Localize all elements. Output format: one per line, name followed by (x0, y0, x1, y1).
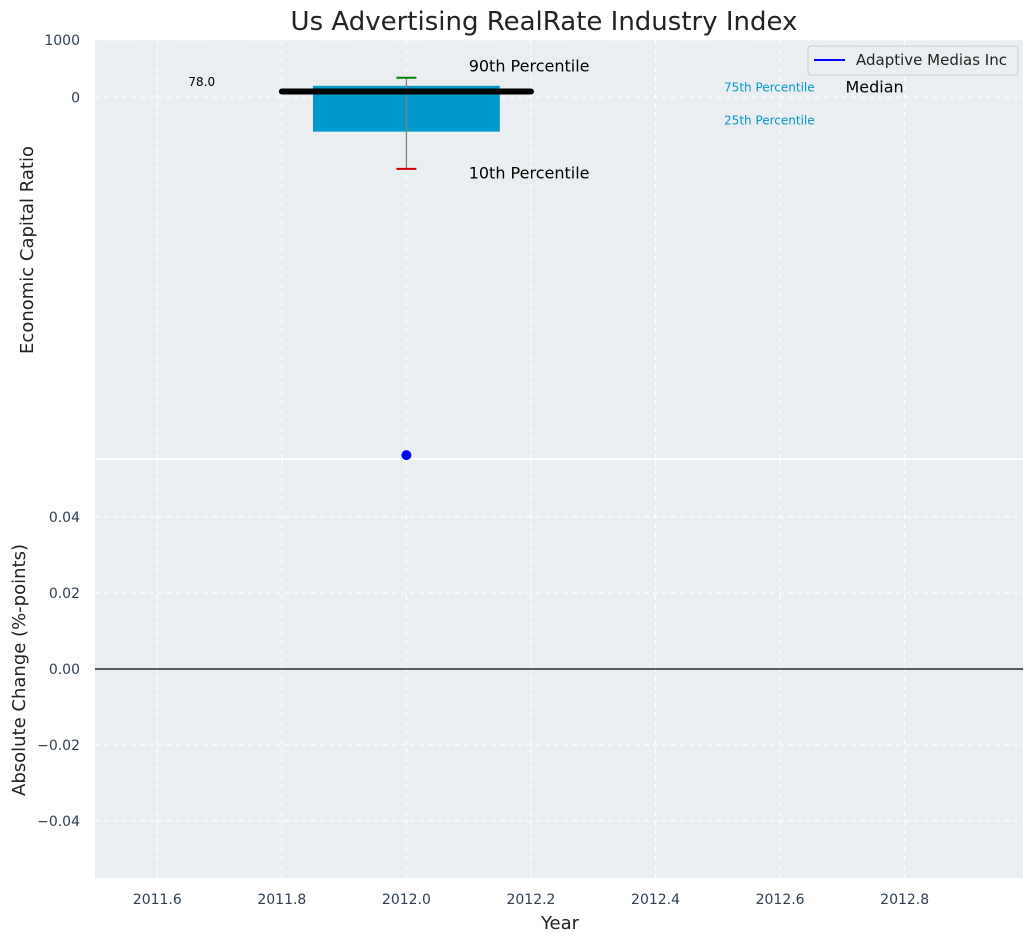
chart-title: Us Advertising RealRate Industry Index (291, 7, 798, 37)
bottom-y-tick-label: 0.00 (49, 662, 80, 678)
top-y-ticks: 1000 0 (44, 33, 80, 106)
x-tick-label: 2011.8 (257, 892, 306, 908)
x-axis-label: Year (540, 913, 580, 934)
bottom-y-tick-label: −0.04 (37, 814, 80, 830)
annotation-text: 25th Percentile (724, 114, 815, 128)
annotation-text: 75th Percentile (724, 81, 815, 95)
annotation-text: 10th Percentile (469, 164, 590, 183)
x-tick-label: 2012.0 (382, 892, 431, 908)
top-grid (95, 39, 1023, 458)
company-point (401, 450, 412, 461)
top-y-tick-label: 1000 (44, 33, 80, 49)
bottom-y-ticks: 0.04 0.02 0.00 −0.02 −0.04 (37, 510, 80, 830)
top-panel: 1000 0 Economic Capital Ratio 78.0 90th Pe… (17, 33, 1023, 458)
x-tick-label: 2012.2 (506, 892, 555, 908)
x-tick-label: 2011.6 (133, 892, 182, 908)
bottom-x-ticks: 2011.6 2011.8 2012.0 2012.2 2012.4 2012.6 2012… (133, 892, 929, 908)
bottom-panel: 0.04 0.02 0.00 −0.02 −0.04 2011.6 2011.8 2012.… (9, 460, 1023, 934)
legend-box (807, 45, 1019, 76)
top-annotations: 78.0 90th Percentile 10th Percentile 75th P… (188, 56, 903, 182)
annotation-text: 78.0 (188, 75, 215, 89)
x-tick-label: 2012.4 (631, 892, 680, 908)
bottom-y-tick-label: 0.02 (49, 586, 80, 602)
bottom-y-tick-label: −0.02 (37, 738, 80, 754)
point-layer (401, 450, 412, 461)
legend-label: Adaptive Medias Inc (856, 51, 1007, 69)
top-marks (278, 76, 534, 170)
annotation-text: 90th Percentile (469, 56, 590, 75)
x-tick-label: 2012.8 (880, 892, 929, 908)
bottom-y-tick-label: 0.04 (49, 510, 80, 526)
top-y-tick-label: 0 (71, 90, 80, 106)
top-y-axis-label: Economic Capital Ratio (17, 146, 38, 354)
x-tick-label: 2012.6 (756, 892, 805, 908)
top-plot-area (95, 40, 1023, 458)
annotation-text: Median (845, 78, 903, 97)
bottom-y-axis-label: Absolute Change (%-points) (9, 544, 30, 796)
legend: Adaptive Medias Inc (807, 45, 1019, 76)
